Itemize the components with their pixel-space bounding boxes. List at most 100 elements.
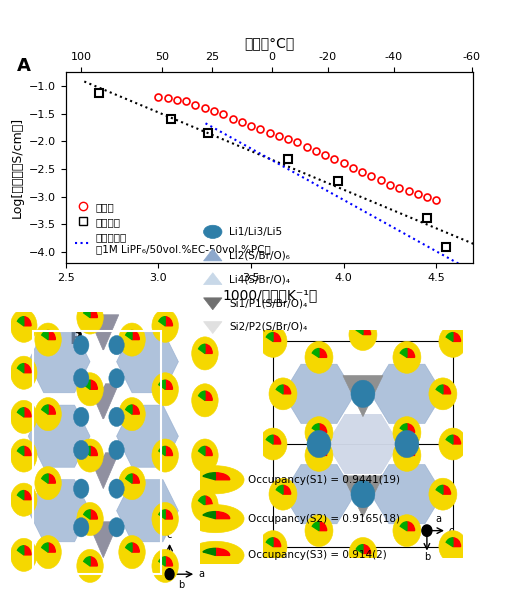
Wedge shape — [48, 331, 55, 340]
Wedge shape — [283, 485, 291, 494]
Wedge shape — [17, 491, 24, 500]
Wedge shape — [126, 543, 132, 552]
Circle shape — [305, 515, 333, 547]
Wedge shape — [453, 538, 461, 547]
Text: b: b — [424, 552, 430, 562]
Text: c: c — [167, 530, 173, 541]
Polygon shape — [371, 364, 443, 424]
Polygon shape — [88, 453, 119, 488]
Wedge shape — [24, 446, 31, 455]
Wedge shape — [165, 446, 173, 455]
Wedge shape — [84, 510, 90, 519]
Wedge shape — [400, 349, 407, 358]
Circle shape — [109, 368, 124, 388]
Text: Si1/P1(S/Br/O)₄: Si1/P1(S/Br/O)₄ — [229, 298, 308, 308]
Circle shape — [307, 430, 331, 458]
Wedge shape — [48, 474, 55, 483]
Y-axis label: Log[導電率（S/cm）]: Log[導電率（S/cm）] — [11, 117, 23, 218]
Wedge shape — [443, 385, 451, 394]
Wedge shape — [273, 538, 281, 547]
Wedge shape — [319, 446, 327, 455]
Text: A: A — [17, 56, 31, 74]
Circle shape — [187, 466, 244, 494]
Circle shape — [393, 515, 421, 547]
Wedge shape — [205, 446, 212, 455]
Wedge shape — [363, 545, 371, 553]
Circle shape — [35, 467, 62, 500]
Wedge shape — [453, 435, 461, 444]
Wedge shape — [199, 446, 205, 455]
Wedge shape — [84, 557, 90, 566]
Circle shape — [191, 439, 218, 472]
Wedge shape — [356, 545, 363, 553]
Wedge shape — [273, 332, 281, 341]
Circle shape — [11, 356, 37, 389]
Wedge shape — [312, 424, 319, 433]
Circle shape — [422, 525, 432, 536]
Circle shape — [109, 407, 124, 427]
Circle shape — [11, 400, 37, 433]
Wedge shape — [90, 446, 97, 455]
Wedge shape — [42, 474, 48, 483]
Circle shape — [259, 325, 287, 358]
Polygon shape — [88, 522, 119, 557]
Polygon shape — [204, 298, 222, 310]
Circle shape — [109, 440, 124, 460]
Wedge shape — [42, 331, 48, 340]
Circle shape — [429, 478, 457, 510]
Circle shape — [11, 538, 37, 571]
Circle shape — [11, 483, 37, 516]
Circle shape — [11, 439, 37, 472]
Circle shape — [152, 373, 178, 406]
Text: c: c — [449, 526, 454, 536]
Circle shape — [152, 439, 178, 472]
Wedge shape — [199, 391, 205, 400]
Circle shape — [109, 518, 124, 537]
Circle shape — [77, 550, 103, 583]
Circle shape — [187, 541, 244, 569]
Polygon shape — [117, 331, 178, 393]
Circle shape — [35, 536, 62, 569]
Circle shape — [187, 505, 244, 533]
Wedge shape — [24, 491, 31, 500]
Wedge shape — [84, 446, 90, 455]
Circle shape — [119, 467, 145, 500]
Polygon shape — [204, 322, 222, 334]
Wedge shape — [400, 522, 407, 530]
Wedge shape — [159, 380, 165, 389]
Polygon shape — [204, 273, 222, 284]
Circle shape — [259, 428, 287, 460]
Wedge shape — [312, 349, 319, 358]
Polygon shape — [371, 464, 443, 524]
Wedge shape — [126, 474, 132, 483]
Wedge shape — [436, 385, 443, 394]
Polygon shape — [283, 464, 355, 524]
Circle shape — [74, 518, 89, 537]
Wedge shape — [215, 548, 230, 556]
Polygon shape — [343, 376, 383, 416]
Wedge shape — [266, 538, 273, 547]
Circle shape — [204, 225, 222, 238]
Wedge shape — [159, 557, 165, 566]
Wedge shape — [48, 405, 55, 414]
Wedge shape — [126, 331, 132, 340]
Polygon shape — [117, 479, 178, 542]
Wedge shape — [42, 543, 48, 552]
Wedge shape — [356, 326, 363, 335]
Text: Occupancy(S2) = 0.9165(18): Occupancy(S2) = 0.9165(18) — [248, 514, 400, 524]
Polygon shape — [28, 479, 90, 542]
Circle shape — [74, 407, 89, 427]
Polygon shape — [88, 384, 119, 419]
Wedge shape — [199, 344, 205, 353]
Circle shape — [191, 488, 218, 522]
Circle shape — [74, 335, 89, 355]
Wedge shape — [453, 332, 461, 341]
Circle shape — [439, 530, 467, 563]
Wedge shape — [126, 405, 132, 414]
Circle shape — [35, 323, 62, 356]
Wedge shape — [48, 543, 55, 552]
Wedge shape — [319, 424, 327, 433]
Wedge shape — [446, 435, 453, 444]
Wedge shape — [283, 385, 291, 394]
Wedge shape — [203, 473, 215, 480]
